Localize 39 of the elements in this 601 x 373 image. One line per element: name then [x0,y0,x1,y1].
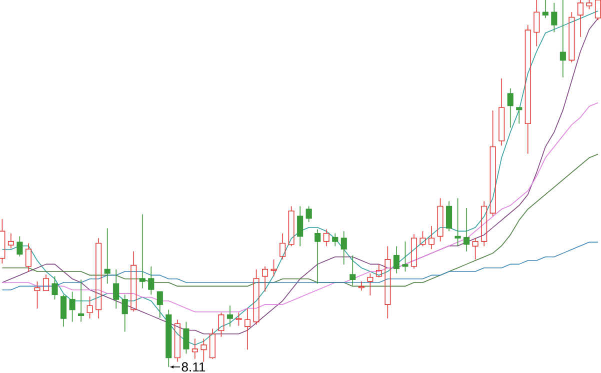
candlestick [60,294,67,328]
candlestick [542,0,548,19]
candlestick [507,88,514,128]
candlestick [226,305,234,328]
candlestick [534,0,540,47]
candlestick [113,269,120,310]
candlestick [358,281,364,292]
candlestick [139,214,146,290]
candlestick [262,266,268,292]
candlestick [280,233,286,260]
candlestick [446,200,452,232]
candlestick [209,328,216,360]
candlestick [577,0,584,38]
candlestick [560,0,566,78]
candlestick [148,266,154,296]
candlestick [340,230,347,266]
candlestick [8,233,14,250]
candlestick [297,206,304,247]
candlestick [314,229,321,284]
candlestick [25,243,32,272]
candlestick [174,319,180,362]
candlestick [332,233,338,247]
candlestick [464,208,470,252]
candlestick [244,308,251,350]
candlestick [122,294,128,332]
candlestick [323,229,330,247]
candlestick [78,279,84,322]
candlestick [376,264,382,278]
candlestick [96,238,102,320]
candlestick [192,338,198,360]
candlestick [481,200,488,247]
candlestick [104,228,110,284]
annotation: 8.11 [182,362,206,372]
candlestick [428,226,435,250]
candlestick [393,246,400,274]
candlestick [130,251,137,312]
candlestick [524,24,531,154]
candlestick [498,78,505,146]
candlestick [384,246,391,320]
